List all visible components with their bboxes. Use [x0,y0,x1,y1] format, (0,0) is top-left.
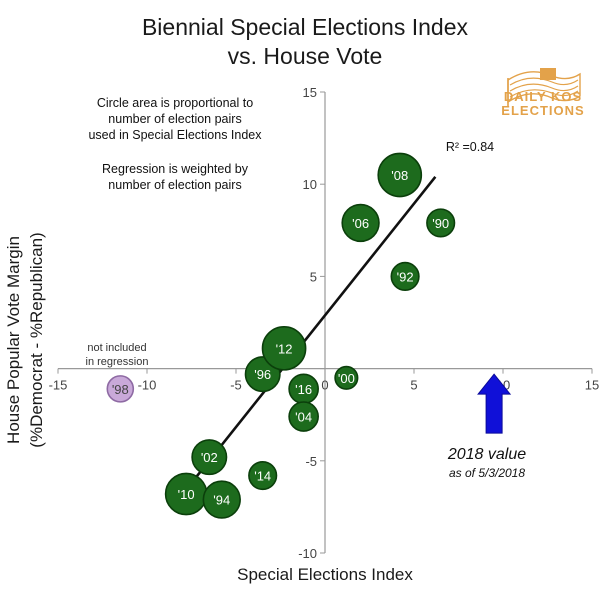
bubble-92 [390,261,420,291]
callout-2018-date: as of 5/3/2018 [449,466,525,480]
bubble-00 [334,365,359,390]
bubble-label: '16 [295,382,312,397]
y-axis-title-line-1: House Popular Vote Margin [4,236,23,444]
y-tick-label: -5 [305,454,317,469]
y-tick-label: -10 [298,546,317,561]
bubble-label: '10 [178,487,195,502]
bubble-label: '08 [391,168,408,183]
y-tick-label: 5 [310,269,317,284]
bubble-04 [288,401,319,432]
chart-title-line-1: Biennial Special Elections Index [142,14,469,40]
bubble-08 [377,152,423,198]
bubble-94 [202,480,241,519]
daily-kos-logo: DAILY KOS ELECTIONS [501,68,584,118]
bubble-label: '90 [432,216,449,231]
y-tick-label: 10 [303,177,317,192]
arrow-2018 [477,373,512,434]
bubble-14 [248,460,278,491]
bubble-90 [426,208,456,238]
bubbles: '98 '96 '12 '16 '04 '00 '02 '14 '10 '94 '06 '08 '90 '… [106,152,456,519]
note-circle-area-line-2: number of election pairs [108,112,241,126]
bubble-label: '98 [112,382,129,397]
regression-line [190,176,437,484]
callout-2018-value: 2018 value [447,446,526,463]
flag-icon [507,68,581,106]
bubble-label: '02 [201,450,218,465]
bubble-label: '12 [276,341,293,356]
bubble-02 [191,439,228,476]
x-tick-label: -10 [138,378,157,393]
y-tick-label: 15 [303,85,317,100]
x-axis-title: Special Elections Index [237,565,413,584]
y-axis-title-line-2: (%Democrat - %Republican) [27,232,46,447]
x-tick-label: -5 [230,378,242,393]
logo-line-2: ELECTIONS [501,103,584,118]
bubble-12 [261,325,307,371]
bubble-label: '92 [397,269,414,284]
x-tick-label: 15 [585,378,599,393]
x-tick-label: -15 [49,378,68,393]
notes-block: Circle area is proportional to number of… [86,96,263,368]
bubble-06 [341,203,380,243]
note-circle-area-line-3: used in Special Elections Index [88,128,262,142]
bubble-label: '00 [338,371,355,386]
x-tick-label: 5 [410,378,417,393]
bubble-label: '94 [213,493,230,508]
note-not-included-line-1: not included [87,342,146,354]
x-tick-label: 0 [321,378,328,393]
logo-line-1: DAILY KOS [504,89,582,104]
bubble-label: '96 [254,367,271,382]
bubble-label: '14 [254,469,271,484]
note-regression-line-2: number of election pairs [108,178,241,192]
note-circle-area-line-1: Circle area is proportional to [97,96,253,110]
bubble-label: '06 [352,216,369,231]
r-squared-label: R² =0.84 [446,140,494,154]
bubble-label: '04 [295,410,312,425]
note-regression-line-1: Regression is weighted by [102,162,249,176]
chart-title-line-2: vs. House Vote [228,43,383,69]
note-not-included-line-2: in regression [86,356,149,368]
bubble-98 [106,375,135,403]
arrow-up-icon [477,373,512,434]
